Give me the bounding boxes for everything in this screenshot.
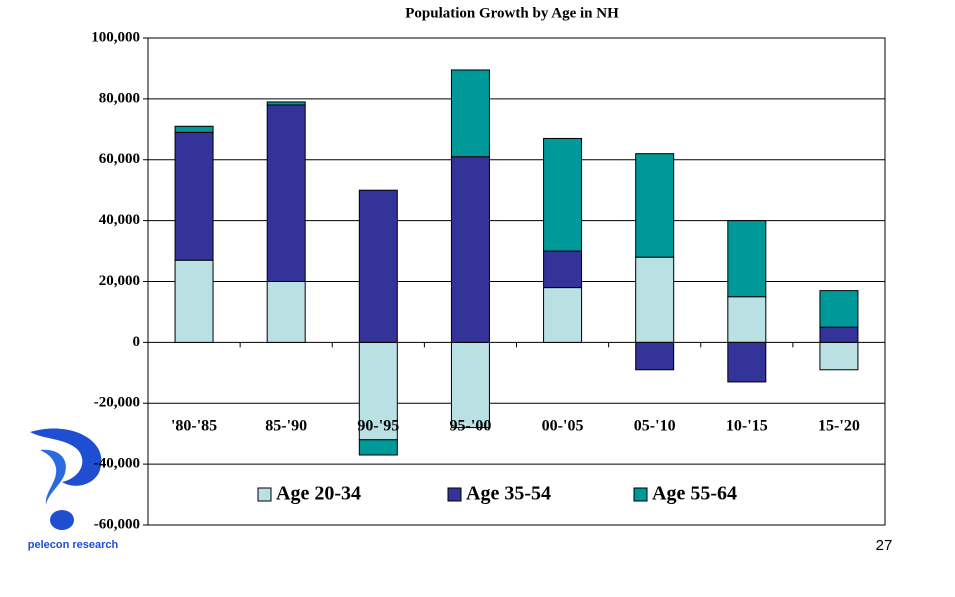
bar (266, 104, 306, 283)
bar (266, 101, 306, 106)
y-tick-label: 100,000 (91, 29, 140, 45)
logo (30, 428, 102, 530)
bar (543, 287, 583, 343)
bar (819, 290, 859, 328)
x-tick-label: 15-'20 (818, 418, 860, 435)
bar (450, 69, 490, 158)
legend-swatch (447, 487, 462, 502)
page-number: 27 (876, 537, 893, 554)
bar (635, 256, 675, 343)
legend-label: Age 35-54 (466, 483, 551, 505)
legend-swatch (633, 487, 648, 502)
bar (819, 341, 859, 371)
y-tick-label: 20,000 (99, 273, 140, 289)
x-tick-label: 85-'90 (265, 418, 307, 435)
bar (543, 250, 583, 289)
bar (819, 326, 859, 343)
y-tick-label: 80,000 (99, 90, 140, 106)
x-tick-label: 05-'10 (634, 418, 676, 435)
bar (358, 189, 398, 343)
y-tick-label: -40,000 (94, 456, 140, 472)
x-tick-label: 90-'95 (357, 418, 399, 435)
y-tick-label: -20,000 (94, 395, 140, 411)
bar (727, 296, 767, 343)
x-tick-label: 00-'05 (542, 418, 584, 435)
legend-swatch (257, 487, 272, 502)
bar (543, 137, 583, 252)
logo-text: pelecon research (28, 539, 119, 551)
y-tick-label: -60,000 (94, 516, 140, 532)
x-tick-label: 10-'15 (726, 418, 768, 435)
bar (450, 341, 490, 429)
chart-title: Population Growth by Age in NH (405, 5, 619, 21)
bar (450, 156, 490, 343)
bar (727, 220, 767, 298)
legend-label: Age 20-34 (276, 483, 361, 505)
y-tick-label: 60,000 (99, 151, 140, 167)
x-tick-label: 95-'00 (450, 418, 492, 435)
x-tick-label: '80-'85 (171, 418, 217, 435)
bar (358, 439, 398, 456)
bar (174, 125, 214, 133)
bar (266, 281, 306, 343)
bar (174, 259, 214, 343)
y-tick-label: 0 (133, 334, 141, 350)
bar (635, 341, 675, 371)
bar (174, 131, 214, 261)
bar (727, 341, 767, 383)
legend-label: Age 55-64 (652, 483, 737, 505)
y-tick-label: 40,000 (99, 212, 140, 228)
bar (635, 153, 675, 258)
